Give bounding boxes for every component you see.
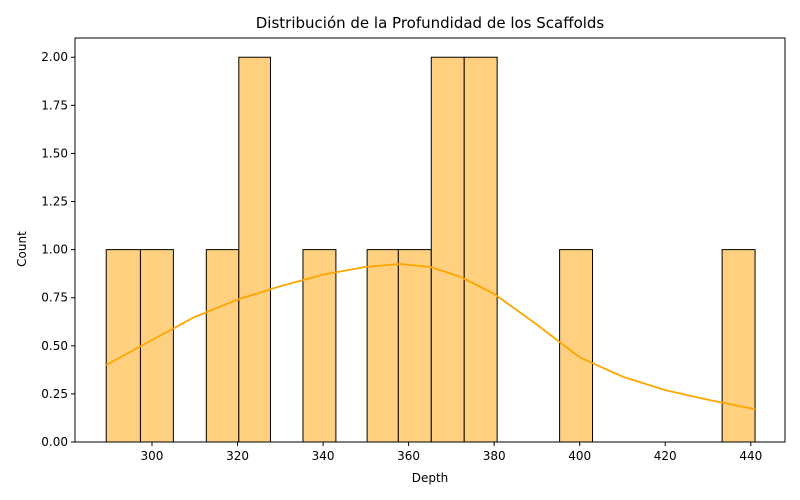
- y-tick-label: 1.50: [41, 146, 68, 160]
- bars-group: [105, 56, 756, 443]
- x-tick-label: 360: [397, 449, 420, 463]
- x-tick-label: 340: [312, 449, 335, 463]
- histogram-bar: [105, 249, 141, 443]
- y-tick-label: 2.00: [41, 50, 68, 64]
- y-tick-label: 1.75: [41, 98, 68, 112]
- x-tick-label: 300: [141, 449, 164, 463]
- x-tick-label: 420: [654, 449, 677, 463]
- histogram-bar: [366, 249, 399, 443]
- y-tick-label: 1.00: [41, 243, 68, 257]
- y-axis-ticks: 0.00 0.25 0.50 0.75 1.00 1.25 1.50 1.75 2.00: [41, 50, 75, 449]
- x-axis-ticks: 300 320 340 360 380 400 420 440: [141, 442, 762, 463]
- histogram-bar: [238, 56, 271, 443]
- y-tick-label: 0.25: [41, 387, 68, 401]
- x-tick-label: 320: [226, 449, 249, 463]
- histogram-bar: [139, 249, 174, 443]
- histogram-bar: [397, 249, 432, 443]
- chart-title: Distribución de la Profundidad de los Sc…: [256, 14, 605, 32]
- x-tick-label: 380: [483, 449, 506, 463]
- y-tick-label: 0.50: [41, 339, 68, 353]
- x-tick-label: 400: [568, 449, 591, 463]
- histogram-bar: [205, 249, 240, 443]
- histogram-bar: [463, 56, 498, 443]
- x-tick-label: 440: [739, 449, 762, 463]
- histogram-bar: [721, 249, 756, 443]
- y-axis-label: Count: [15, 231, 29, 267]
- kde-curve: [105, 263, 756, 411]
- histogram-bar: [430, 56, 465, 443]
- y-tick-label: 0.75: [41, 291, 68, 305]
- plot-frame: [74, 37, 786, 443]
- histogram-bar: [302, 249, 337, 443]
- x-axis-label: Depth: [412, 471, 449, 485]
- y-tick-label: 1.25: [41, 195, 68, 209]
- y-tick-label: 0.00: [41, 435, 68, 449]
